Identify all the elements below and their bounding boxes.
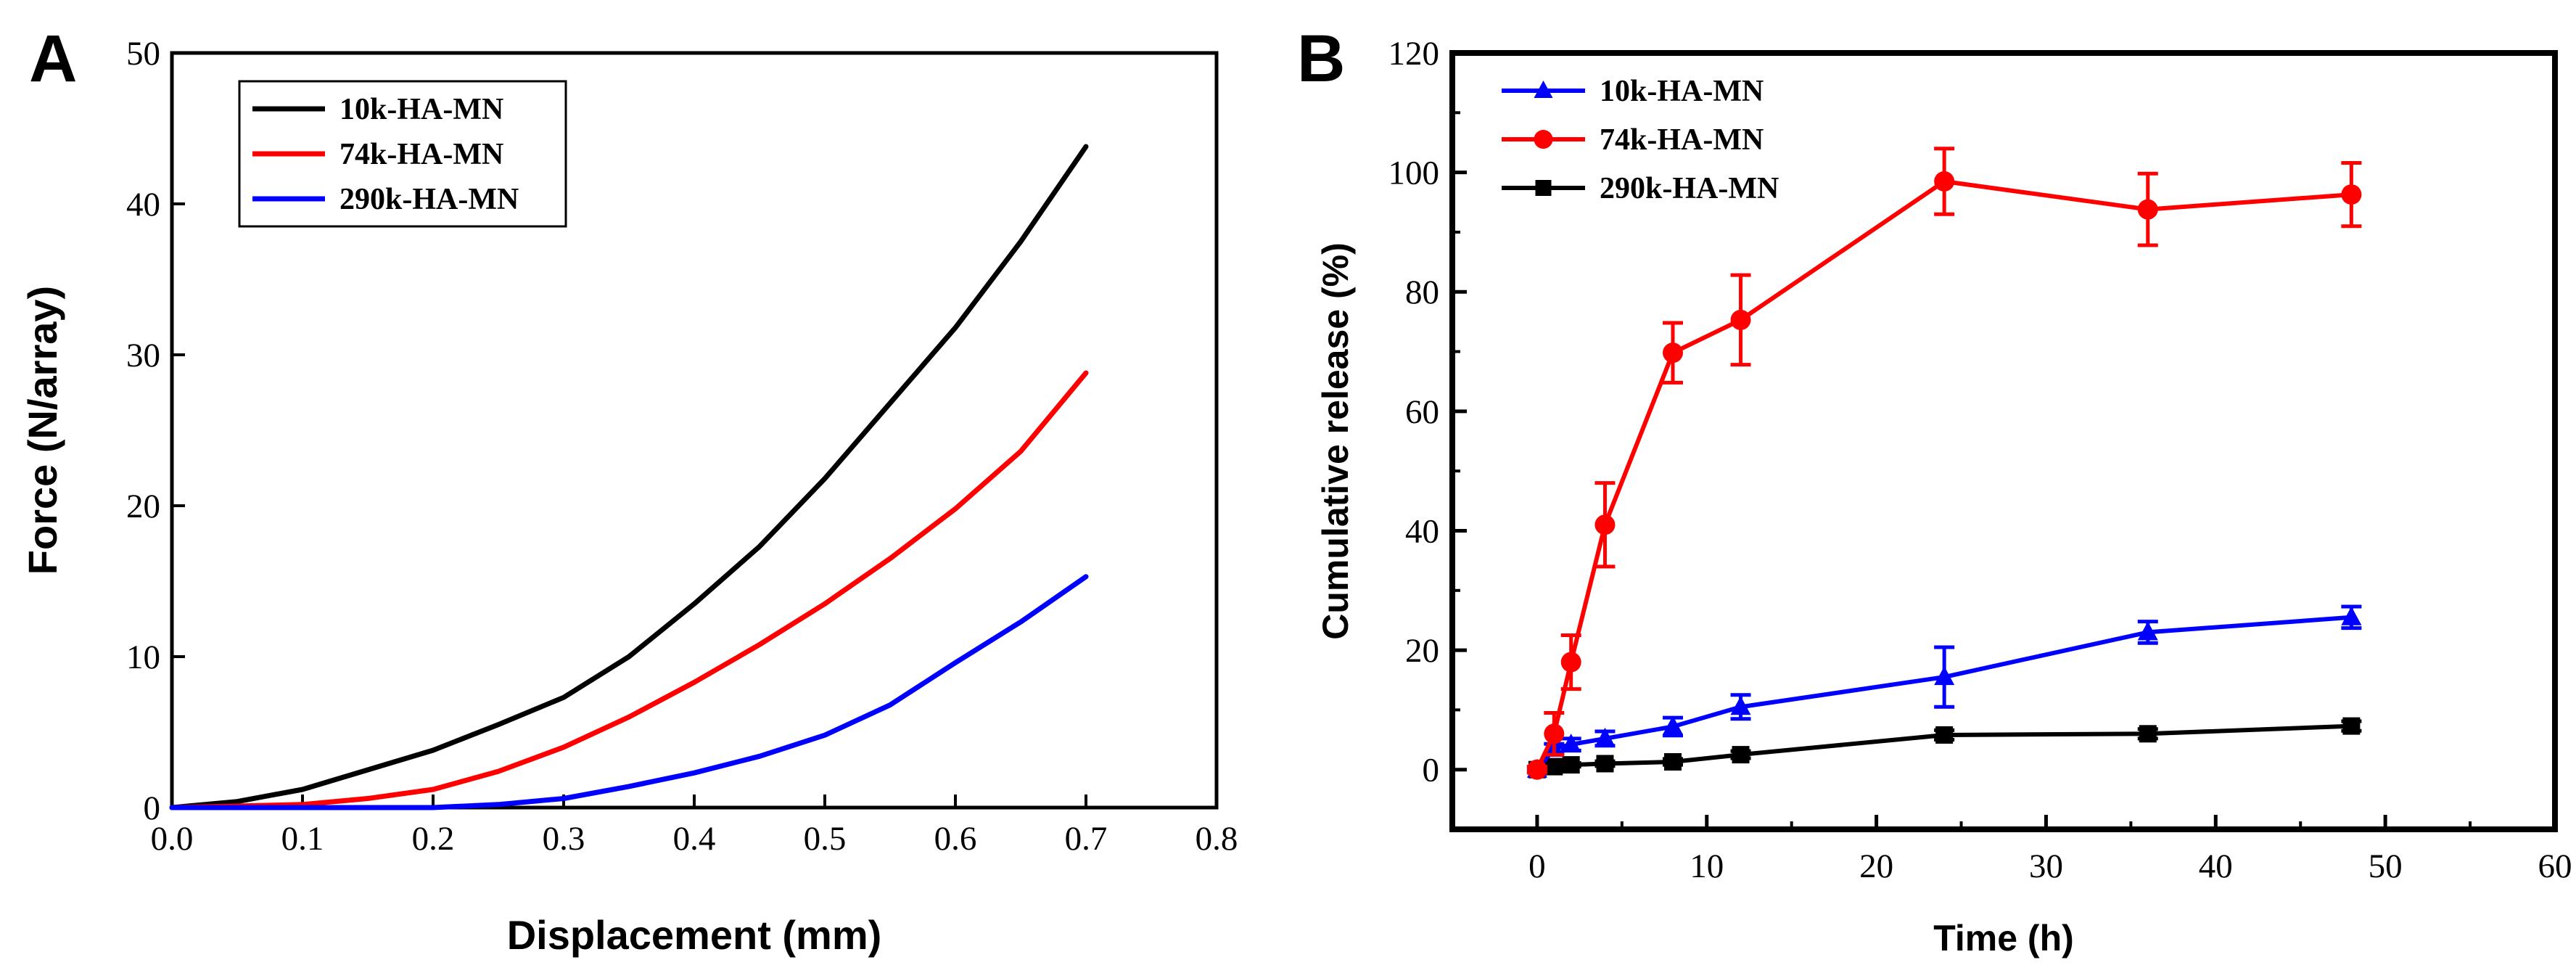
data-point-b <box>1594 514 1616 535</box>
data-point-b <box>1545 758 1563 776</box>
legend-label-b: 290k-HA-MN <box>1600 172 1779 205</box>
x-tick-label-a: 0.2 <box>412 820 455 858</box>
y-tick-label-b: 80 <box>1405 274 1439 311</box>
x-tick-label-a: 0.3 <box>543 820 585 858</box>
y-tick-label-a: 50 <box>126 35 160 73</box>
data-point-b <box>2137 621 2158 641</box>
panel-b-letter: B <box>1297 22 1345 96</box>
y-tick-label-b: 60 <box>1405 393 1439 431</box>
legend-label-a: 290k-HA-MN <box>340 183 519 216</box>
x-tick-label-b: 0 <box>1528 847 1546 885</box>
legend-label-a: 10k-HA-MN <box>340 93 503 126</box>
legend-marker-b <box>1534 130 1553 149</box>
data-point-b <box>1594 727 1616 747</box>
data-point-b <box>1663 715 1683 735</box>
x-tick-label-a: 0.4 <box>673 820 716 858</box>
y-tick-label-a: 0 <box>144 789 161 827</box>
series-line-a <box>169 574 1089 810</box>
data-point-b <box>2139 725 2157 743</box>
y-tick-label-b: 120 <box>1388 35 1440 73</box>
legend-label-b: 10k-HA-MN <box>1600 75 1764 108</box>
panel-a-letter: A <box>29 22 77 96</box>
y-axis-label-b: Cumulative release (%) <box>1315 242 1356 639</box>
data-point-b <box>1544 723 1565 744</box>
data-point-b <box>1664 752 1682 771</box>
data-point-b <box>2341 184 2362 205</box>
chart-b: 0 10 20 30 40 50 60 0 20 40 60 80 100 120 Time (h) Cumu… <box>1315 35 2572 958</box>
legend-label-a: 74k-HA-MN <box>340 138 503 171</box>
y-tick-label-b: 40 <box>1405 512 1439 550</box>
x-tick-label-a: 0.8 <box>1196 820 1238 858</box>
data-point-b <box>1935 726 1954 744</box>
x-tick-label-a: 0.5 <box>804 820 847 858</box>
x-tick-label-b: 50 <box>2369 847 2403 885</box>
data-point-b <box>1934 171 1955 192</box>
data-point-b <box>1562 756 1580 774</box>
legend-marker-b <box>1534 81 1553 98</box>
data-point-b <box>1730 696 1751 715</box>
y-tick-label-a: 20 <box>126 488 160 525</box>
plot-frame-b <box>1449 50 2558 832</box>
y-tick-label-a: 10 <box>126 639 160 676</box>
y-tick-label-a: 30 <box>126 337 160 374</box>
data-point-b <box>1526 759 1547 780</box>
data-point-b <box>2137 199 2158 220</box>
series-line-a <box>169 370 1089 810</box>
data-point-b <box>1596 755 1614 773</box>
x-tick-label-b: 60 <box>2538 847 2572 885</box>
y-tick-label-b: 0 <box>1423 752 1440 789</box>
x-tick-label-a: 0.0 <box>151 820 194 858</box>
x-tick-label-b: 10 <box>1690 847 1724 885</box>
y-tick-label-b: 100 <box>1388 155 1440 192</box>
chart-a: 0.0 0.1 0.2 0.3 0.4 0.5 0.6 0.7 0.8 0 10 20 30 40 50 Di… <box>20 35 1238 958</box>
x-tick-label-a: 0.1 <box>281 820 324 858</box>
x-tick-label-a: 0.7 <box>1065 820 1108 858</box>
legend-marker-b <box>1535 180 1552 196</box>
data-point-b <box>1730 309 1751 330</box>
data-point-b <box>2341 606 2362 625</box>
x-tick-label-b: 20 <box>1859 847 1893 885</box>
data-point-b <box>2342 717 2361 735</box>
x-axis-label-b: Time (h) <box>1933 918 2074 958</box>
data-point-b <box>1663 342 1683 364</box>
legend-label-b: 74k-HA-MN <box>1600 123 1764 157</box>
x-tick-label-b: 30 <box>2029 847 2063 885</box>
y-tick-label-b: 20 <box>1405 632 1439 670</box>
x-tick-label-b: 40 <box>2199 847 2233 885</box>
data-point-b <box>1934 666 1955 686</box>
y-tick-label-a: 40 <box>126 186 160 223</box>
y-axis-label-a: Force (N/array) <box>20 286 65 575</box>
data-point-b <box>1560 652 1581 673</box>
series-line-a <box>169 144 1089 810</box>
data-point-b <box>1732 746 1750 764</box>
x-axis-label-a: Displacement (mm) <box>507 912 882 958</box>
x-tick-label-a: 0.6 <box>934 820 977 858</box>
data-point-b <box>1560 734 1581 753</box>
